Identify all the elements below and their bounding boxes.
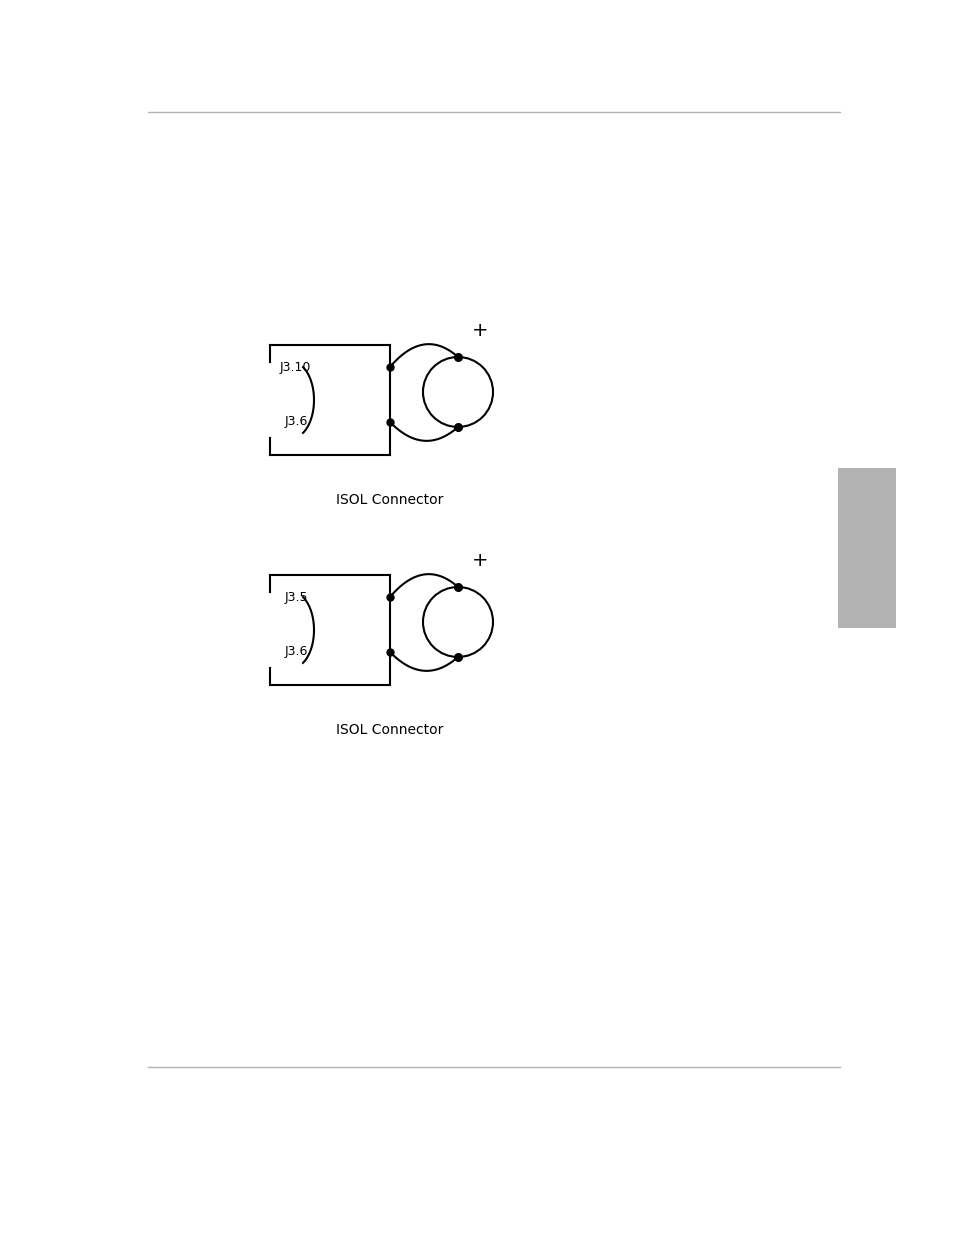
Text: +: + [471, 321, 488, 340]
Text: ISOL Connector: ISOL Connector [336, 722, 443, 737]
Text: –: – [462, 638, 471, 656]
Bar [837, 468, 895, 629]
Text: J3.10: J3.10 [280, 361, 311, 373]
Text: J3.5: J3.5 [285, 590, 308, 604]
Circle shape [422, 587, 493, 657]
Text: J3.6: J3.6 [285, 646, 308, 658]
Text: J3.6: J3.6 [285, 415, 308, 429]
Text: +: + [471, 551, 488, 569]
Text: ISOL Connector: ISOL Connector [336, 493, 443, 508]
Text: –: – [462, 409, 471, 427]
Circle shape [422, 357, 493, 427]
